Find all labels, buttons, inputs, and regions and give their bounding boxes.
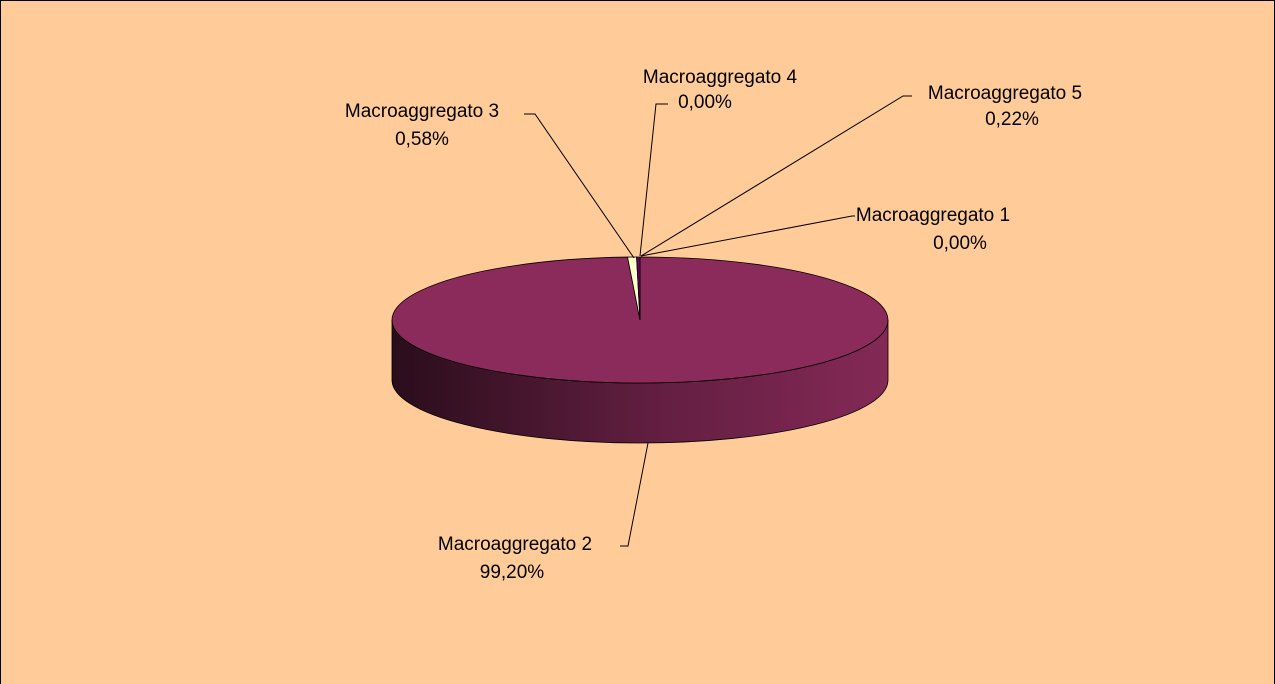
slice-label-name: Macroaggregato 3 <box>345 101 499 122</box>
leader-line <box>640 215 855 257</box>
slice-label-value: 0,58% <box>395 129 449 150</box>
slice-label-value: 0,00% <box>933 233 987 254</box>
pie-slice <box>636 256 641 321</box>
slice-label-name: Macroaggregato 2 <box>438 534 592 555</box>
slice-label-value: 99,20% <box>480 562 545 583</box>
leader-line <box>524 113 635 259</box>
slice-label-name: Macroaggregato 5 <box>928 83 1082 104</box>
slice-label-name: Macroaggregato 4 <box>643 67 798 88</box>
slice-label-value: 0,00% <box>678 92 732 113</box>
slice-label-value: 0,22% <box>985 109 1039 130</box>
leader-line <box>639 103 668 257</box>
slice-label-name: Macroaggregato 1 <box>856 205 1010 226</box>
leader-line <box>640 95 912 257</box>
leader-line <box>620 442 649 547</box>
